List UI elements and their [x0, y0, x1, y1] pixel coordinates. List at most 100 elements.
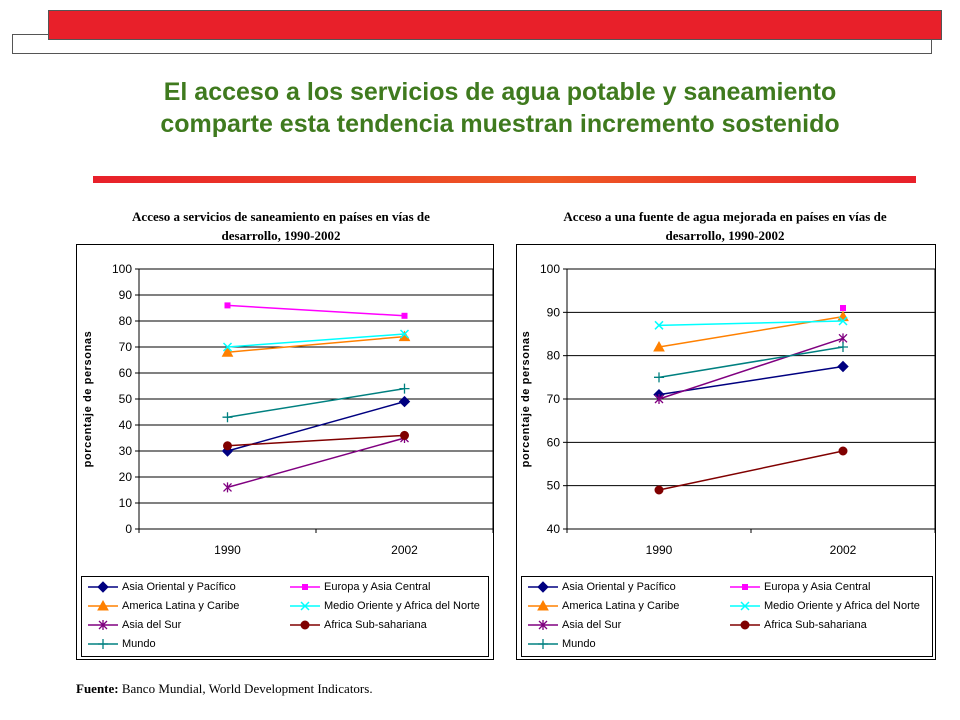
legend-swatch	[88, 620, 118, 630]
series-line-asia-oriental-y-pacifico	[658, 365, 844, 396]
legend-label: America Latina y Caribe	[562, 600, 680, 612]
legend-swatch	[528, 581, 558, 593]
data-point-mundo-1990	[222, 412, 233, 423]
chart-1-title-line-2: desarrollo, 1990-2002	[221, 228, 341, 243]
legend-label: Africa Sub-sahariana	[764, 619, 867, 631]
data-point-medio-oriente-y-africa-del-norte-1990	[222, 342, 233, 352]
series-line-mundo	[227, 387, 405, 418]
x-tick-label: 1990	[214, 543, 241, 557]
data-point-africa-sub-sahariana-1990	[223, 441, 232, 451]
gradient-rule	[93, 176, 916, 183]
y-tick-label: 60	[119, 366, 133, 380]
y-tick-label: 100	[540, 262, 560, 276]
source-text: Banco Mundial, World Development Indicat…	[121, 681, 373, 696]
legend-swatch-marker	[97, 599, 109, 611]
legend-swatch	[528, 639, 558, 649]
legend-label: Mundo	[562, 638, 596, 650]
legend-swatch	[290, 601, 320, 611]
series-line-asia-del-sur	[227, 437, 405, 489]
series-line-africa-sub-sahariana	[227, 434, 405, 447]
data-point-medio-oriente-y-africa-del-norte-2002	[399, 329, 410, 339]
chart-1-title: Acceso a servicios de saneamiento en paí…	[76, 207, 486, 245]
data-point-europa-y-asia-central-2002	[401, 312, 408, 319]
data-point-africa-sub-sahariana-2002	[400, 430, 409, 440]
chart-2-title: Acceso a una fuente de agua mejorada en …	[516, 207, 934, 245]
chart-1-plot: 0 10 20 30 40 50 60 70 80 90 100 1990 2002 porcentaje…	[82, 262, 493, 557]
legend-swatch	[528, 599, 558, 611]
legend-label: Asia del Sur	[562, 619, 622, 631]
y-tick-label: 70	[547, 392, 561, 406]
series-line-mundo	[658, 346, 844, 379]
legend-label: Africa Sub-sahariana	[324, 619, 427, 631]
legend-swatch-marker	[538, 620, 548, 630]
data-point-africa-sub-sahariana-1990	[654, 485, 664, 495]
y-tick-label: 60	[547, 435, 561, 449]
legend-swatch-marker	[740, 620, 750, 630]
y-tick-label: 0	[125, 522, 132, 536]
y-tick-label: 90	[119, 288, 133, 302]
legend-label: Asia del Sur	[122, 619, 182, 631]
legend-swatch	[730, 601, 760, 611]
chart-2-panel: 40 50 60 70 80 90 100 1990 2002 porcentaje de per…	[516, 244, 936, 660]
series-line-asia-del-sur	[658, 337, 844, 400]
y-axis-label: porcentaje de personas	[82, 331, 94, 468]
y-tick-label: 70	[119, 340, 133, 354]
source-label: Fuente:	[76, 681, 119, 696]
x-tick-label: 2002	[391, 543, 418, 557]
legend-label: Asia Oriental y Pacífico	[122, 581, 236, 593]
slide-title: El acceso a los servicios de agua potabl…	[60, 76, 940, 140]
legend-swatch	[88, 639, 118, 649]
series-line-africa-sub-sahariana	[658, 450, 844, 491]
legend-label: Medio Oriente y Africa del Norte	[764, 600, 920, 612]
chart-1-title-line-1: Acceso a servicios de saneamiento en paí…	[132, 209, 430, 224]
y-tick-label: 80	[547, 349, 561, 363]
legend-swatch-marker	[302, 584, 308, 590]
y-tick-label: 20	[119, 470, 133, 484]
data-point-medio-oriente-y-africa-del-norte-2002	[838, 316, 848, 326]
x-tick-label: 1990	[646, 543, 673, 557]
series-line-europa-y-asia-central	[227, 304, 405, 317]
data-point-mundo-2002	[838, 342, 848, 352]
slide-title-line-2: comparte esta tendencia muestran increme…	[160, 110, 840, 138]
legend-label: Europa y Asia Central	[324, 581, 431, 593]
legend-swatch-marker	[537, 599, 549, 611]
legend-swatch	[730, 584, 760, 590]
header-red-bar	[48, 10, 942, 40]
chart-1-panel: 0 10 20 30 40 50 60 70 80 90 100 1990 2002 porcentaje…	[76, 244, 494, 660]
legend-swatch	[88, 581, 118, 593]
legend-swatch	[290, 584, 320, 590]
y-tick-label: 40	[119, 418, 133, 432]
y-axis-label: porcentaje de personas	[520, 331, 532, 468]
legend-label: Europa y Asia Central	[764, 581, 871, 593]
legend-label: America Latina y Caribe	[122, 600, 240, 612]
chart-2-legend: Asia Oriental y Pacífico Europa y Asia C…	[521, 576, 933, 657]
legend-swatch-marker	[98, 639, 108, 649]
legend-swatch-marker	[98, 620, 108, 630]
y-tick-label: 80	[119, 314, 133, 328]
legend-swatch	[290, 620, 320, 630]
chart-2-title-line-1: Acceso a una fuente de agua mejorada en …	[563, 209, 887, 224]
chart-1-legend: Asia Oriental y Pacífico Europa y Asia C…	[81, 576, 489, 657]
series-line-america-latina-y-caribe	[227, 335, 405, 353]
data-point-america-latina-y-caribe-2002	[837, 310, 849, 322]
legend-swatch	[88, 599, 118, 611]
y-tick-label: 30	[119, 444, 133, 458]
series-line-medio-oriente-y-africa-del-norte	[227, 333, 405, 348]
legend-label: Mundo	[122, 638, 156, 650]
data-point-europa-y-asia-central-2002	[840, 305, 846, 311]
series-line-medio-oriente-y-africa-del-norte	[658, 320, 844, 327]
data-point-asia-del-sur-1990	[654, 394, 664, 404]
data-point-medio-oriente-y-africa-del-norte-1990	[654, 320, 664, 330]
legend-swatch	[528, 620, 558, 630]
legend-swatch-marker	[538, 639, 548, 649]
series-line-asia-oriental-y-pacifico	[227, 400, 405, 452]
y-tick-label: 100	[112, 262, 132, 276]
data-point-america-latina-y-caribe-1990	[653, 340, 665, 352]
legend-swatch-marker	[740, 601, 750, 611]
legend-swatch-marker	[97, 581, 109, 593]
legend-swatch-marker	[537, 581, 549, 593]
y-tick-label: 50	[119, 392, 133, 406]
legend-label: Medio Oriente y Africa del Norte	[324, 600, 480, 612]
data-point-asia-del-sur-1990	[223, 482, 232, 493]
x-tick-label: 2002	[830, 543, 857, 557]
